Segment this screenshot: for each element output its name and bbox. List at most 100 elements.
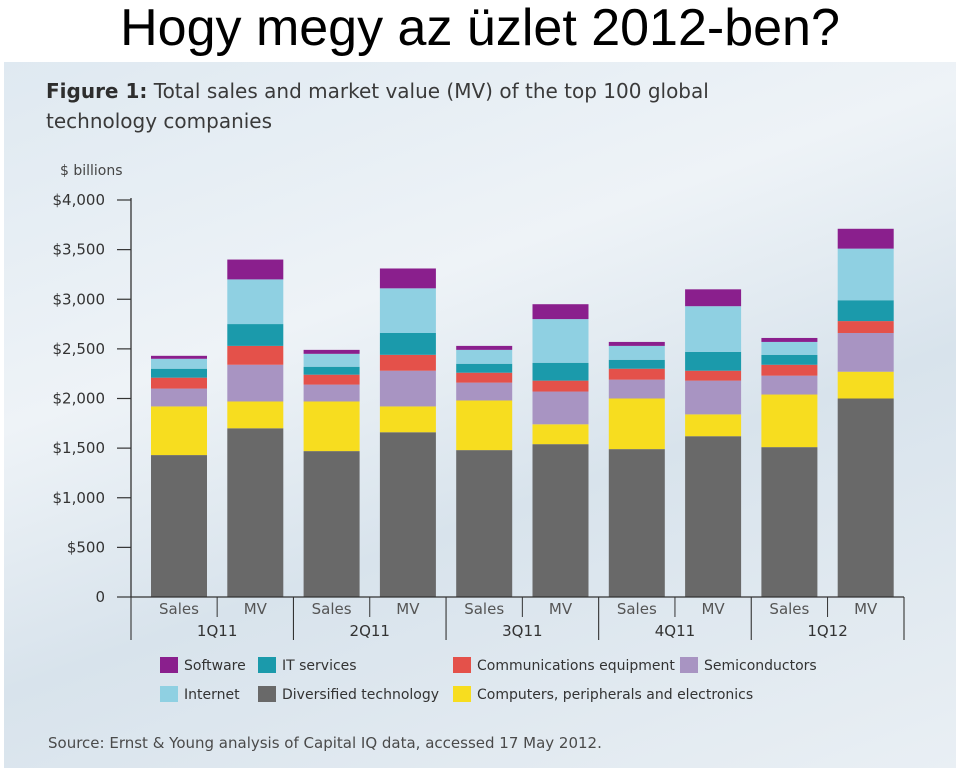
bar-segment-software [379, 268, 436, 289]
bar-segment-it-services [456, 363, 513, 373]
x-tick-label: Sales [464, 600, 504, 618]
bar-segment-internet [151, 358, 207, 369]
legend-swatch-internet [160, 686, 178, 702]
bar-segment-it-services [837, 300, 894, 322]
x-tick-label: Sales [769, 600, 809, 618]
bar-stack-sales-1q12 [761, 337, 818, 597]
bar-segment-it-services [379, 332, 436, 355]
legend-swatch-computers-peripherals-and-electronics [453, 686, 471, 702]
bar-segment-internet [303, 353, 360, 367]
bar-segment-diversified-technology [761, 447, 818, 597]
bar-segment-internet [456, 349, 513, 364]
y-tick-label: $1,000 [53, 489, 106, 507]
x-group-label: 2Q11 [350, 622, 390, 640]
bar-stack-sales-1q11 [151, 355, 207, 597]
bar-segment-software [151, 355, 207, 359]
bar-segment-it-services [761, 354, 818, 365]
figure-caption: Total sales and market value (MV) of the… [46, 79, 709, 133]
x-tick-label: Sales [312, 600, 352, 618]
bar-segment-semiconductors [532, 391, 589, 425]
bar-segment-semiconductors [379, 370, 436, 407]
bar-segment-it-services [151, 368, 207, 378]
bar-segment-communications-equipment [379, 354, 436, 371]
y-tick-label: $3,500 [53, 241, 106, 259]
bar-segment-diversified-technology [685, 436, 742, 597]
bar-segment-computers-peripherals-and-electronics [379, 406, 436, 433]
x-group-label: 3Q11 [502, 622, 542, 640]
bar-segment-computers-peripherals-and-electronics [761, 394, 818, 448]
bar-segment-communications-equipment [761, 364, 818, 376]
bar-segment-internet [227, 279, 284, 325]
bar-segment-internet [532, 319, 589, 363]
legend-label-it-services: IT services [282, 658, 357, 674]
bar-segment-diversified-technology [303, 451, 360, 597]
bar-segment-semiconductors [151, 388, 207, 407]
bar-segment-software [227, 259, 284, 280]
bar-segment-communications-equipment [685, 370, 742, 381]
bar-segment-semiconductors [303, 384, 360, 402]
x-group-label: 1Q11 [197, 622, 237, 640]
bar-segment-internet [685, 306, 742, 352]
x-tick-label: Sales [617, 600, 657, 618]
bar-segment-computers-peripherals-and-electronics [303, 401, 360, 452]
x-tick-label: MV [549, 600, 573, 618]
bar-segment-communications-equipment [151, 377, 207, 389]
x-group-label: 1Q12 [807, 622, 847, 640]
bar-segment-computers-peripherals-and-electronics [456, 400, 513, 451]
bar-segment-it-services [303, 366, 360, 375]
legend-label-internet: Internet [184, 687, 240, 703]
bar-segment-communications-equipment [303, 374, 360, 385]
bar-segment-diversified-technology [379, 432, 436, 597]
bar-segment-internet [761, 341, 818, 355]
bar-segment-diversified-technology [532, 444, 589, 597]
legend-label-diversified-technology: Diversified technology [282, 687, 439, 703]
bar-stack-mv-4q11 [685, 289, 742, 597]
y-tick-label: $500 [67, 538, 105, 556]
bar-stack-mv-1q12 [837, 228, 894, 597]
y-axis: 0 $500 $1,000 $1,500 $2,000 $2,500 $3,000 $3,50… [53, 191, 132, 606]
bar-stack-sales-4q11 [608, 341, 665, 597]
bar-segment-software [456, 345, 513, 350]
legend-swatch-communications-equipment [453, 657, 471, 673]
figure-label: Figure 1: [46, 79, 148, 103]
y-tick-label: $2,000 [53, 390, 106, 408]
bar-segment-communications-equipment [456, 372, 513, 383]
bar-segment-communications-equipment [608, 368, 665, 380]
bar-segment-semiconductors [456, 382, 513, 401]
bar-segment-communications-equipment [837, 321, 894, 333]
bar-segment-computers-peripherals-and-electronics [837, 371, 894, 399]
bar-segment-computers-peripherals-and-electronics [151, 406, 207, 456]
x-tick-label: MV [244, 600, 268, 618]
bar-segment-diversified-technology [227, 428, 284, 597]
bar-segment-software [303, 349, 360, 354]
bar-segment-software [761, 337, 818, 342]
bar-segment-computers-peripherals-and-electronics [685, 414, 742, 437]
legend-label-computers-peripherals-and-electronics: Computers, peripherals and electronics [477, 687, 753, 703]
bars-layer [151, 228, 894, 597]
bar-segment-semiconductors [761, 375, 818, 395]
bar-segment-semiconductors [608, 379, 665, 399]
y-axis-unit-label: $ billions [60, 163, 123, 179]
bar-segment-computers-peripherals-and-electronics [227, 401, 284, 429]
x-tick-label: Sales [159, 600, 199, 618]
x-axis: Sales MV Sales MV Sales MV Sales MV Sales MV 1Q11 2… [130, 596, 905, 640]
bar-stack-mv-2q11 [379, 268, 436, 597]
x-group-label: 4Q11 [655, 622, 695, 640]
y-tick-label: 0 [95, 588, 105, 606]
bar-stack-mv-1q11 [227, 259, 284, 597]
bar-segment-it-services [608, 359, 665, 369]
y-tick-label: $4,000 [53, 191, 106, 209]
bar-segment-diversified-technology [608, 449, 665, 597]
bar-segment-communications-equipment [227, 345, 284, 365]
legend-swatch-semiconductors [680, 657, 698, 673]
bar-segment-it-services [532, 362, 589, 381]
x-tick-label: MV [701, 600, 725, 618]
legend-swatch-software [160, 657, 178, 673]
slide-title: Hogy megy az üzlet 2012-ben? [120, 0, 840, 57]
x-tick-label: MV [854, 600, 878, 618]
source-note: Source: Ernst & Young analysis of Capita… [48, 734, 602, 752]
legend-label-software: Software [184, 658, 246, 674]
bar-segment-computers-peripherals-and-electronics [608, 398, 665, 450]
legend-label-communications-equipment: Communications equipment [477, 658, 675, 674]
bar-segment-semiconductors [227, 364, 284, 402]
